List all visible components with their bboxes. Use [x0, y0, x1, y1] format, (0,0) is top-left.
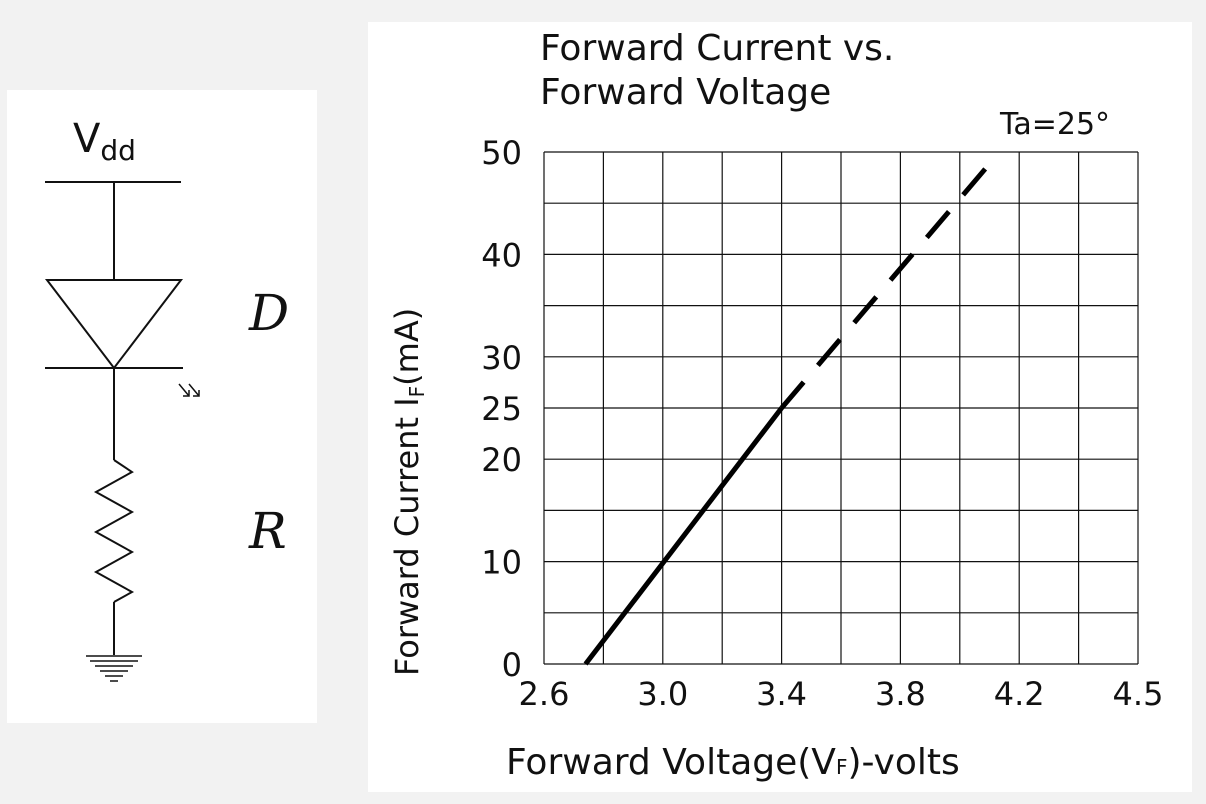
y-tick-label: 50	[481, 134, 522, 172]
ground-icon	[86, 655, 142, 682]
chart-title-line2: Forward Voltage	[540, 72, 831, 113]
resistor-label: R	[248, 502, 287, 560]
diode-symbol	[44, 279, 184, 370]
y-tick-label: 25	[481, 390, 522, 428]
x-tick-label: 2.6	[519, 675, 570, 713]
y-tick-label: 40	[481, 236, 522, 274]
y-tick-labels: 0 10 20 25 30 40 50	[481, 134, 522, 684]
supply-label: Vdd	[73, 116, 136, 167]
y-tick-label: 0	[502, 646, 522, 684]
chart-condition: Ta=25°	[999, 107, 1110, 142]
series	[583, 165, 989, 666]
y-tick-label: 30	[481, 339, 522, 377]
resistor-symbol	[93, 459, 135, 603]
grid	[543, 151, 1139, 665]
x-tick-label: 3.4	[756, 675, 807, 713]
y-tick-label: 20	[481, 441, 522, 479]
x-axis-label: Forward Voltage(VF)-volts	[506, 742, 960, 783]
chart-title-line1: Forward Current vs.	[540, 28, 894, 69]
light-emission-arrows-icon	[178, 383, 200, 397]
x-tick-label: 4.5	[1113, 675, 1164, 713]
chart-panel: Forward Current vs. Forward Voltage Ta=2…	[368, 22, 1192, 792]
x-tick-label: 4.2	[994, 675, 1045, 713]
circuit-diagram: Vdd D R	[44, 116, 289, 682]
y-axis-label: Forward Current IF(mA)	[388, 308, 429, 676]
y-tick-label: 10	[481, 544, 522, 582]
x-tick-labels: 2.6 3.0 3.4 3.8 4.2 4.5	[519, 675, 1164, 713]
series-line-solid	[583, 406, 784, 666]
forward-current-chart: Forward Current vs. Forward Voltage Ta=2…	[388, 28, 1164, 783]
x-tick-label: 3.0	[637, 675, 688, 713]
circuit-panel: Vdd D R	[7, 90, 317, 723]
diode-label: D	[248, 284, 289, 342]
x-tick-label: 3.8	[875, 675, 926, 713]
